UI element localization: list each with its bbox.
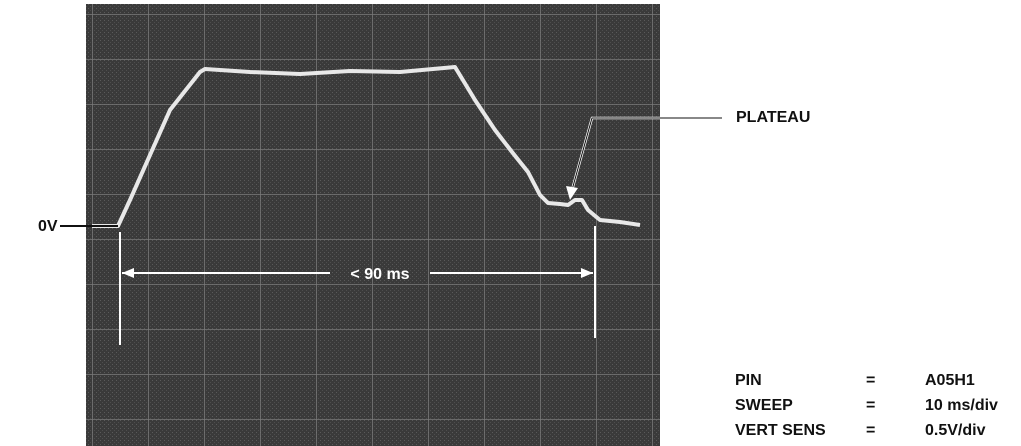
- setting-value: A05H1: [925, 372, 975, 389]
- plateau-label: PLATEAU: [736, 109, 810, 126]
- setting-name: PIN: [735, 372, 762, 389]
- plateau-pointer-edge: [571, 117, 722, 191]
- plateau-arrowhead: [566, 186, 578, 200]
- setting-value: 10 ms/div: [925, 397, 998, 414]
- setting-equals: =: [866, 422, 875, 439]
- setting-equals: =: [866, 372, 875, 389]
- duration-label: < 90 ms: [350, 266, 409, 283]
- signal-trace: [92, 65, 641, 228]
- setting-name: VERT SENS: [735, 422, 826, 439]
- zero-volt-label: 0V: [38, 218, 58, 235]
- scope-grid: [86, 4, 660, 446]
- setting-value: 0.5V/div: [925, 422, 986, 439]
- dimension-arrow-left: [122, 268, 134, 278]
- setting-equals: =: [866, 397, 875, 414]
- setting-name: SWEEP: [735, 397, 793, 414]
- dimension-arrow-right: [581, 268, 593, 278]
